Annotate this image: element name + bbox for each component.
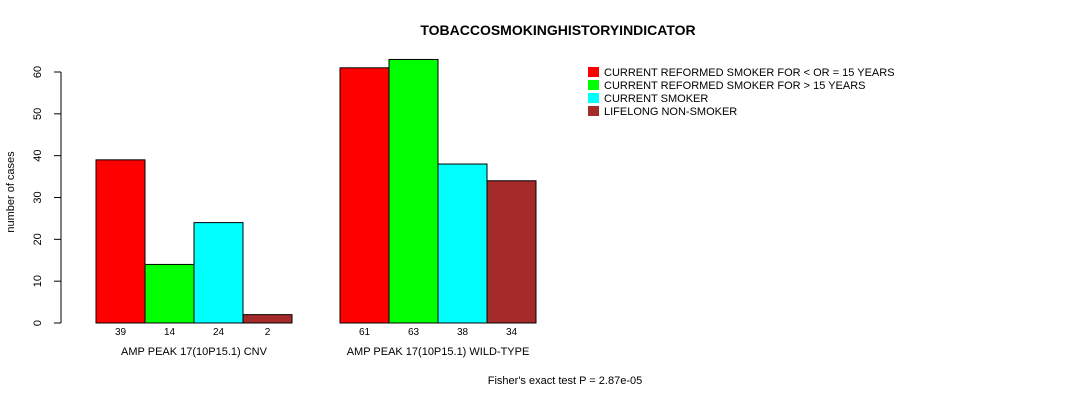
legend-swatch	[588, 80, 599, 90]
y-tick-label: 40	[32, 150, 44, 162]
y-tick-label: 30	[32, 191, 44, 203]
legend: CURRENT REFORMED SMOKER FOR < OR = 15 YE…	[588, 67, 895, 118]
legend-label: CURRENT REFORMED SMOKER FOR < OR = 15 YE…	[604, 67, 895, 79]
bar-count-label: 24	[213, 327, 225, 338]
y-tick-label: 0	[32, 320, 44, 326]
legend-label: LIFELONG NON-SMOKER	[604, 106, 737, 118]
group-label: AMP PEAK 17(10P15.1) WILD-TYPE	[347, 346, 530, 358]
bar	[339, 67, 390, 324]
bar	[388, 58, 439, 324]
y-tick-label: 10	[32, 275, 44, 287]
legend-label: CURRENT SMOKER	[604, 93, 708, 105]
y-tick-label: 50	[32, 108, 44, 120]
y-axis: 0 10 20 30 40 50 60	[32, 66, 62, 326]
y-axis-label: number of cases	[5, 151, 17, 233]
chart-title: TOBACCOSMOKINGHISTORYINDICATOR	[420, 22, 695, 38]
bar	[95, 159, 146, 324]
y-tick-label: 60	[32, 66, 44, 78]
bar-count-label: 39	[115, 327, 127, 338]
bar	[144, 263, 195, 324]
bars-group: 39 14 24 2 AMP PEAK 17(10P15.1) CNV 61 63 38 34 A…	[95, 58, 537, 358]
legend-swatch	[588, 67, 599, 77]
bar	[437, 163, 488, 324]
bar-count-label: 63	[408, 327, 420, 338]
legend-label: CURRENT REFORMED SMOKER FOR > 15 YEARS	[604, 80, 866, 92]
legend-swatch	[588, 93, 599, 103]
group-label: AMP PEAK 17(10P15.1) CNV	[121, 346, 268, 358]
bar	[486, 180, 537, 324]
bar-count-label: 61	[359, 327, 371, 338]
bar	[242, 314, 293, 324]
fisher-test-footnote: Fisher's exact test P = 2.87e-05	[488, 375, 642, 387]
bar-count-label: 34	[506, 327, 518, 338]
bar-count-label: 38	[457, 327, 469, 338]
legend-swatch	[588, 106, 599, 116]
bar	[193, 222, 244, 324]
y-tick-label: 20	[32, 233, 44, 245]
bar-count-label: 2	[265, 327, 271, 338]
bar-count-label: 14	[164, 327, 176, 338]
